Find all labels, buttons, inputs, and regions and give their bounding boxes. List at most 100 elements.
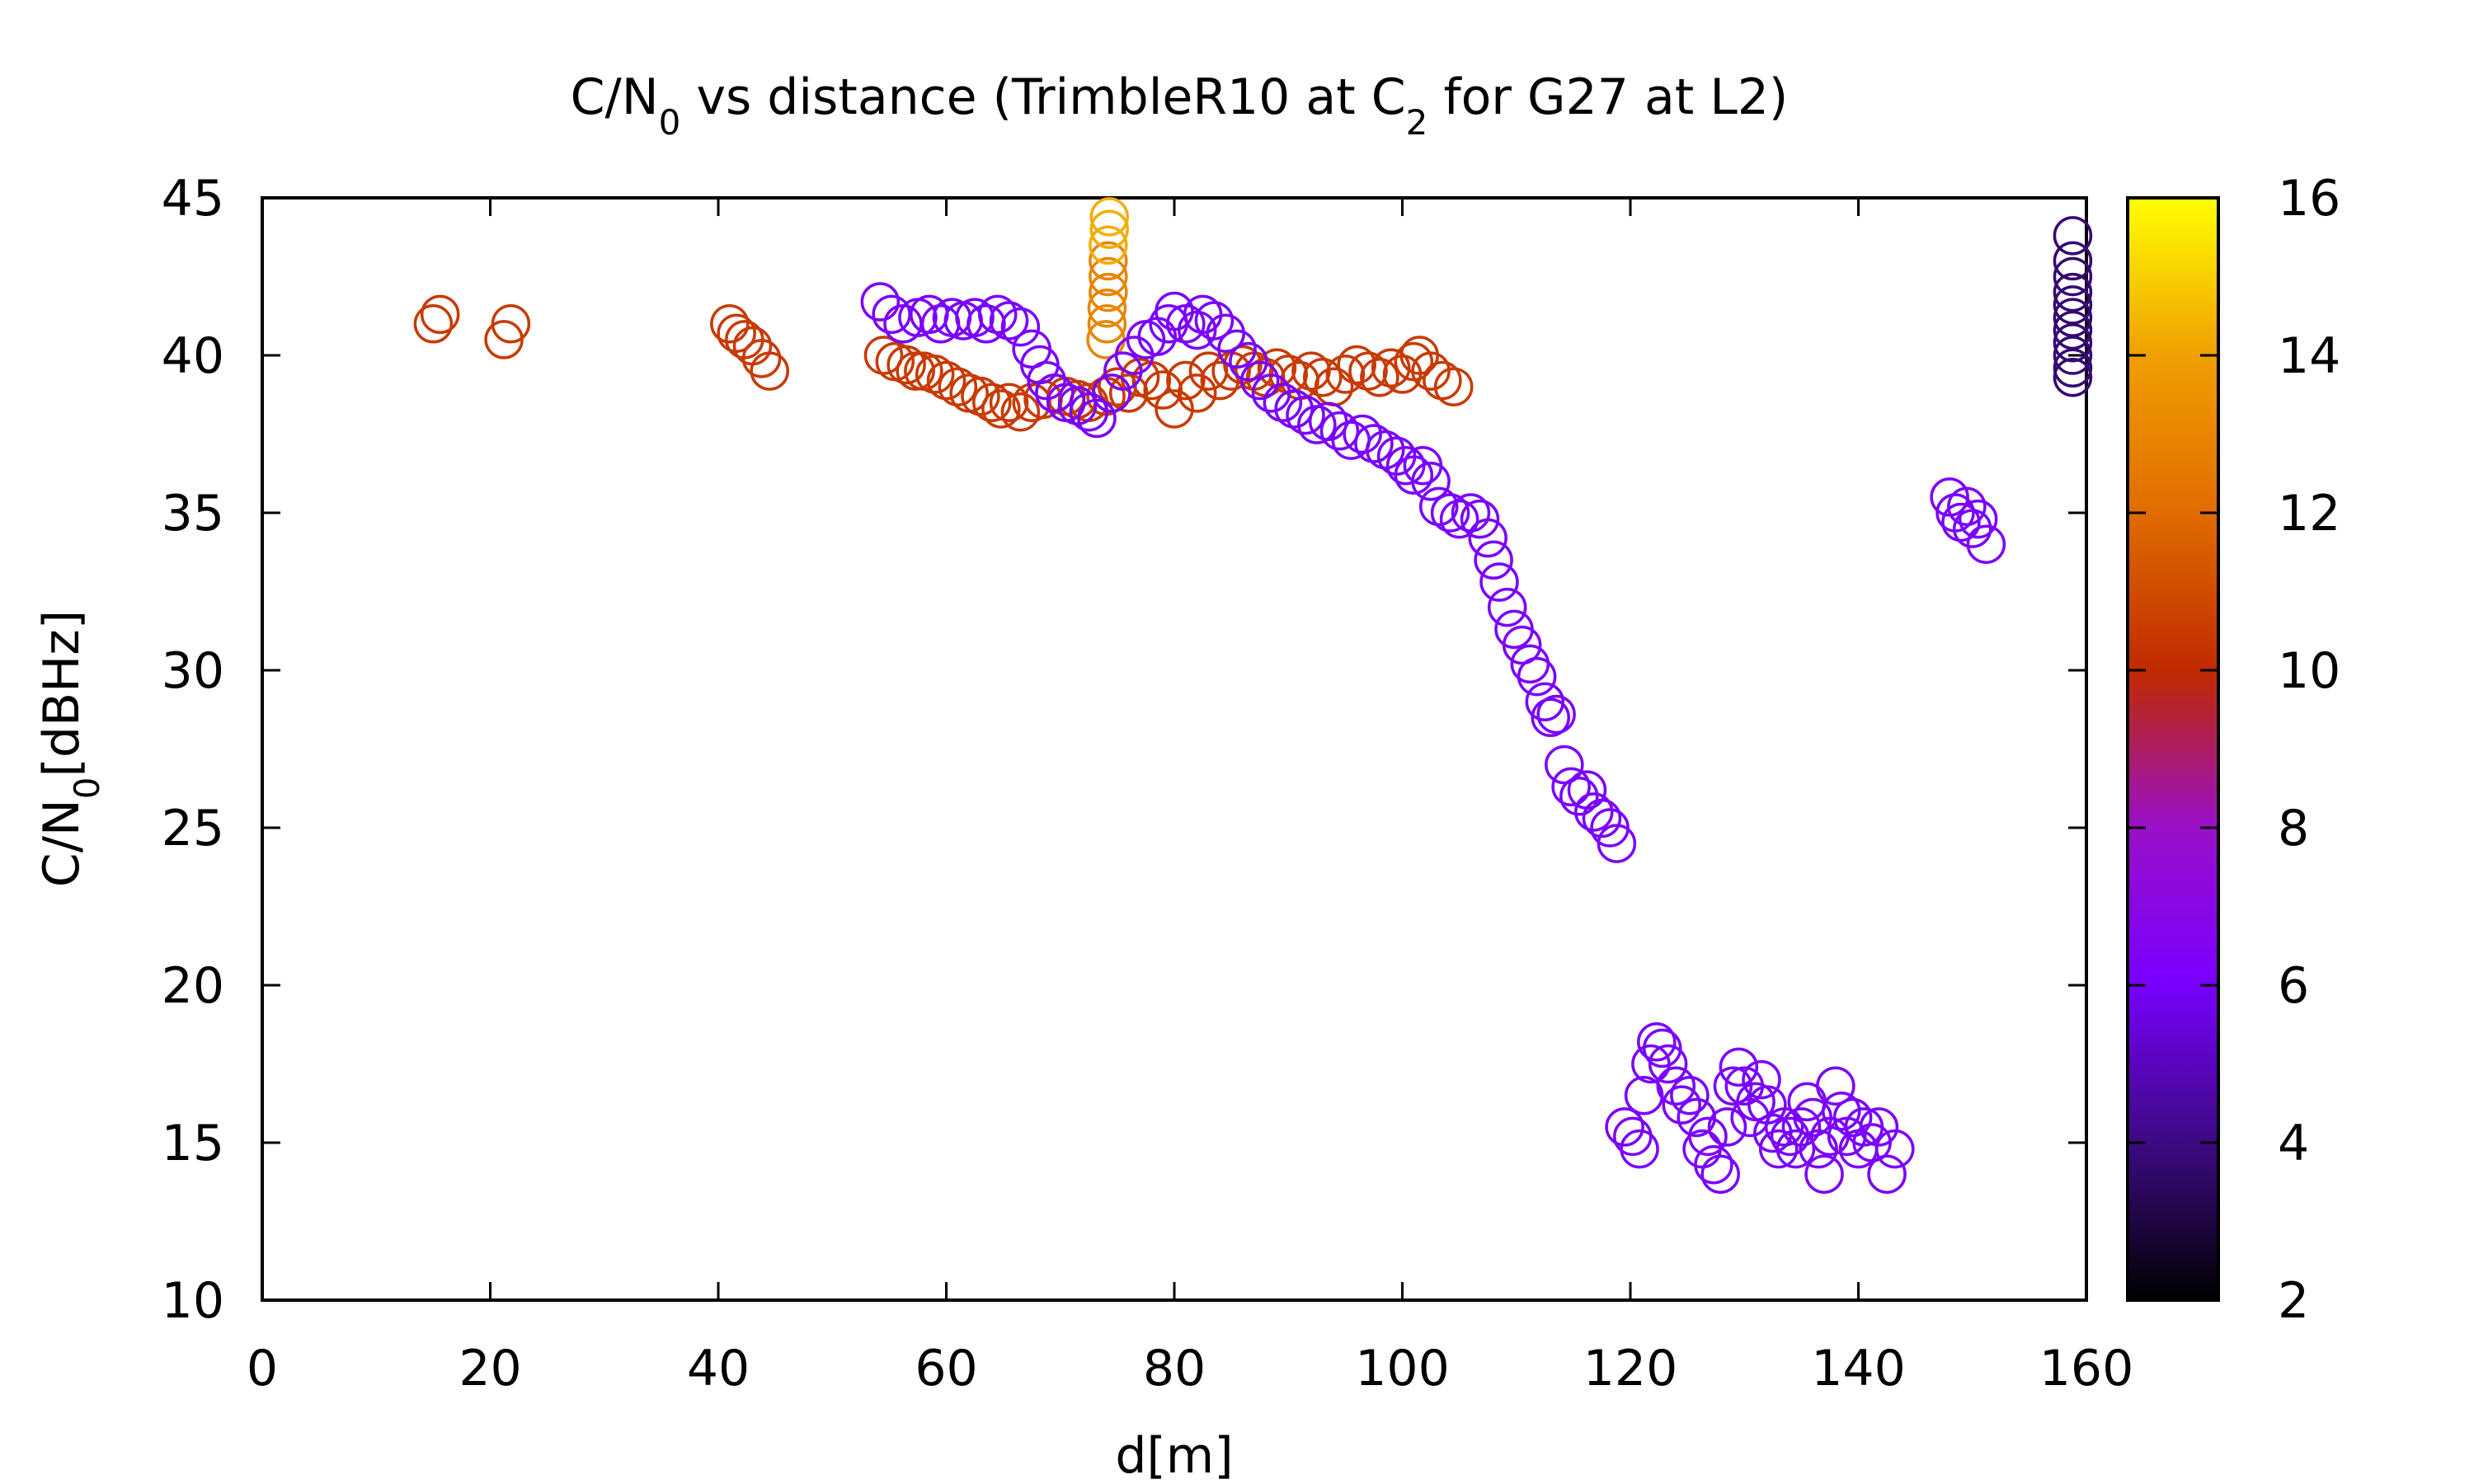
data-point-0-1 [420, 294, 460, 335]
colorbar-tick-label-1: 4 [2278, 1115, 2309, 1172]
colorbar-tick-label-4: 10 [2278, 642, 2340, 700]
y-tick-label-6: 40 [162, 327, 224, 385]
data-point-4-66 [1531, 697, 1570, 738]
data-point-4-83 [1605, 1107, 1644, 1147]
data-point-4-119 [1822, 1092, 1861, 1131]
colorbar-tick-label-3: 8 [2278, 800, 2309, 857]
data-point-5-3 [2053, 272, 2093, 312]
data-point-4-59 [1479, 562, 1519, 602]
data-point-4-18 [1057, 386, 1098, 425]
colorbar-tick-label-5: 12 [2278, 485, 2340, 542]
data-point-1-10 [972, 383, 1012, 423]
colorbar-tick-label-2: 6 [2278, 957, 2309, 1015]
data-point-1-0 [863, 336, 904, 375]
x-tick-label-0: 0 [247, 1340, 278, 1397]
data-point-4-69 [1551, 767, 1591, 807]
data-point-4-94 [1677, 1097, 1716, 1138]
data-point-4-125 [1859, 1107, 1899, 1147]
data-point-4-105 [1742, 1059, 1781, 1100]
data-point-1-44 [1360, 357, 1399, 397]
data-point-4-91 [1656, 1066, 1696, 1106]
data-point-5-1 [2053, 241, 2093, 281]
data-point-4-109 [1764, 1107, 1804, 1147]
data-point-4-78 [1941, 502, 1981, 542]
data-point-0-9 [750, 351, 789, 391]
data-point-4-115 [1799, 1129, 1838, 1169]
x-tick-label-2: 40 [687, 1340, 750, 1397]
data-point-4-20 [1077, 398, 1117, 439]
data-point-5-2 [2053, 256, 2093, 297]
data-point-3-2 [1089, 197, 1129, 237]
data-point-4-73 [1582, 798, 1622, 838]
data-point-0-0 [413, 304, 454, 344]
data-point-1-26 [1155, 389, 1194, 429]
data-point-5-0 [2053, 216, 2093, 256]
data-point-4-89 [1642, 1028, 1682, 1068]
data-point-1-51 [1433, 367, 1474, 406]
colorbar-tick-label-6: 14 [2278, 327, 2340, 385]
colorbar [2126, 196, 2220, 1302]
data-point-4-58 [1474, 540, 1513, 580]
data-point-3-0 [1089, 225, 1128, 265]
data-point-4-21 [1092, 373, 1131, 413]
y-axis-label: C/N0[dBHz] [33, 610, 107, 887]
data-point-0-8 [741, 339, 782, 378]
data-point-4-92 [1662, 1085, 1701, 1125]
data-point-4-96 [1688, 1116, 1728, 1157]
data-points [413, 197, 2093, 1194]
data-point-1-6 [926, 360, 967, 401]
data-point-2-5 [1089, 241, 1128, 281]
data-point-2-2 [1087, 288, 1127, 328]
data-point-4-64 [1517, 656, 1557, 697]
data-point-4-51 [1411, 462, 1451, 501]
x-tick-label-5: 100 [1355, 1340, 1450, 1397]
data-point-4-12 [1000, 307, 1041, 347]
data-point-1-5 [915, 355, 955, 394]
data-point-4-36 [1251, 373, 1291, 413]
x-tick-label-4: 80 [1143, 1340, 1206, 1397]
data-point-4-101 [1719, 1047, 1759, 1087]
data-point-0-3 [491, 304, 531, 344]
data-point-4-118 [1816, 1066, 1856, 1106]
data-point-4-82 [1966, 524, 2006, 564]
data-point-4-15 [1027, 360, 1066, 401]
data-point-4-80 [1953, 509, 1992, 548]
data-point-1-43 [1348, 351, 1388, 391]
data-point-1-13 [1000, 392, 1041, 432]
data-point-4-68 [1545, 744, 1584, 785]
x-tick-label-1: 20 [459, 1340, 521, 1397]
data-point-4-93 [1670, 1075, 1710, 1115]
data-point-4-11 [989, 301, 1029, 340]
data-point-5-7 [2053, 322, 2093, 363]
data-point-4-54 [1439, 499, 1479, 539]
data-point-4-79 [1947, 486, 1987, 527]
data-point-1-12 [989, 383, 1029, 423]
data-point-1-45 [1371, 348, 1411, 388]
data-point-4-62 [1502, 625, 1542, 665]
data-point-4-81 [1958, 499, 1998, 539]
data-point-4-67 [1536, 694, 1576, 735]
data-point-1-7 [938, 367, 978, 406]
colorbar-tick-label-0: 2 [2278, 1272, 2309, 1330]
data-point-4-37 [1263, 383, 1303, 423]
data-point-4-42 [1319, 411, 1360, 451]
data-point-4-70 [1559, 777, 1599, 816]
data-point-4-8 [955, 298, 995, 337]
data-point-4-108 [1758, 1129, 1799, 1169]
chart-title: C/N0 vs distance (TrimbleR10 at C2 for G… [571, 68, 1789, 143]
data-point-4-75 [1597, 824, 1637, 863]
data-point-4-65 [1525, 682, 1565, 721]
data-point-1-28 [1177, 373, 1217, 413]
data-point-2-1 [1087, 304, 1127, 344]
data-point-4-57 [1468, 518, 1507, 558]
data-point-4-9 [967, 304, 1006, 344]
data-point-1-39 [1302, 357, 1343, 397]
data-point-4-99 [1707, 1107, 1747, 1147]
colorbar-tick-label-7: 16 [2278, 170, 2340, 228]
data-point-4-16 [1035, 373, 1075, 413]
data-point-1-11 [981, 389, 1021, 429]
data-point-4-126 [1867, 1154, 1907, 1194]
data-point-4-46 [1366, 430, 1405, 470]
data-point-4-34 [1229, 341, 1268, 382]
axis-ticks [261, 196, 2088, 1302]
